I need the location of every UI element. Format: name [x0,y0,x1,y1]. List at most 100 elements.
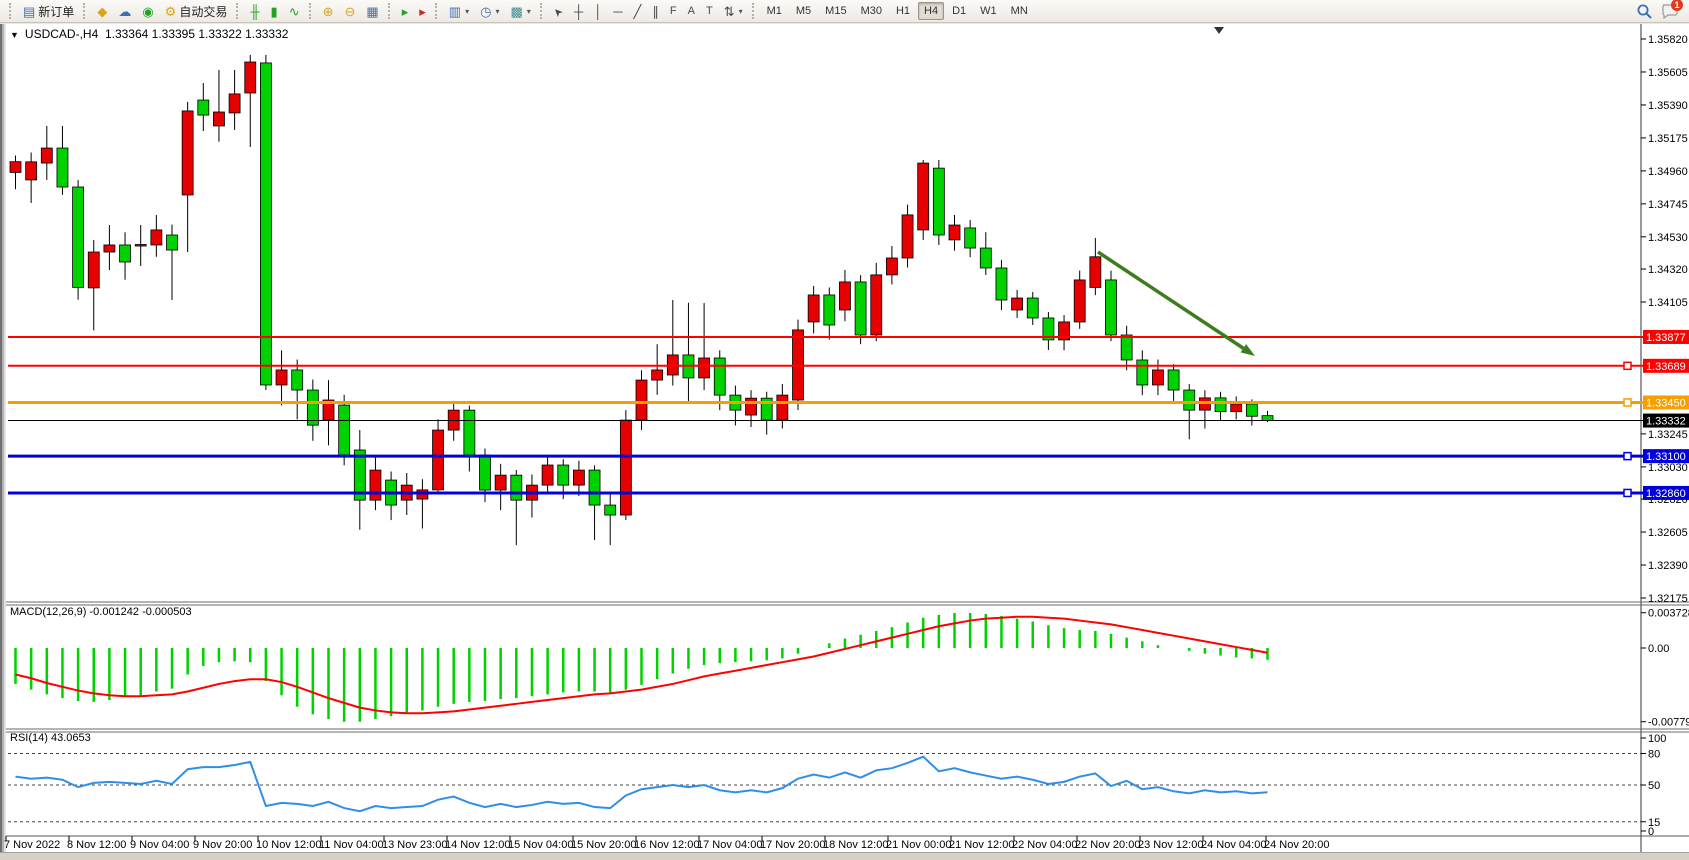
auto-scroll-button[interactable]: ▸ [397,2,414,21]
clock-icon: ◷ [480,3,492,19]
time-axis-label: 22 Nov 04:00 [1012,839,1077,851]
time-axis-label: 15 Nov 20:00 [571,839,636,851]
new-chart-dropdown[interactable]: ▥ ▾ [444,2,474,21]
fibonacci-button[interactable]: F [665,2,682,21]
line-chart-button[interactable]: ∿ [284,2,305,21]
candle-body [259,62,272,386]
search-icon[interactable] [1636,3,1653,20]
candle-body [588,469,601,506]
toolbar-group-handle[interactable] [539,3,545,19]
toolbar: ▤ 新订单 ◆ ☁ ◉ ⚙ 自动交易 ╫ ▮ ∿ ⊕ ⊖ ▦ ▸ ▸ ▥ ▾ [0,0,1689,23]
gold-ingot-icon: ◆ [97,3,108,19]
new-order-button[interactable]: ▤ 新订单 [18,2,79,21]
timeframe-h4[interactable]: H4 [918,2,945,20]
timeframe-m1[interactable]: M1 [766,5,782,17]
candle-body [886,257,898,276]
trendline-icon: ╱ [633,3,642,19]
candle-body [1214,397,1227,413]
line-drag-handle[interactable] [1623,488,1632,498]
period-dropdown[interactable]: ◷ ▾ [475,2,504,21]
candle-body [166,234,178,251]
timeframe-d1[interactable]: D1 [952,5,967,17]
timeframe-h1[interactable]: H1 [895,5,911,17]
timeframe-m5[interactable]: M5 [795,5,812,17]
candle-body [932,167,945,236]
candle-body [1058,321,1070,341]
candle-body [1261,415,1274,421]
horizontal-line-button[interactable]: ─ [608,2,627,21]
toolbar-group-handle[interactable] [387,3,393,19]
candle-body [228,93,241,114]
line-chart-icon: ∿ [288,3,300,19]
tile-windows-button[interactable]: ▦ [361,2,383,21]
text-label-button[interactable]: T [701,2,718,21]
timeframe-m30[interactable]: M30 [860,5,882,17]
candle-body [573,469,585,486]
crosshair-button[interactable]: ┼ [569,2,588,21]
time-axis-label: 23 Nov 12:00 [1138,839,1203,851]
symbol-dropdown-icon[interactable]: ▼ [10,30,19,40]
candle-body [1230,403,1243,413]
chart-window[interactable] [6,24,1689,852]
chart-title: ▼ USDCAD-,H4 1.33364 1.33395 1.33322 1.33… [10,27,288,41]
channel-button[interactable]: ∥ [647,2,664,21]
community-button[interactable]: ☁ [113,2,136,21]
price-tick-label: 1.35820 [1648,34,1688,46]
price-tick-label: 1.34960 [1648,166,1688,178]
time-axis-label: 15 Nov 04:00 [508,839,573,851]
candle-body [1136,359,1149,386]
zoom-out-button[interactable]: ⊖ [340,2,361,21]
chart-shift-button[interactable]: ▸ [414,2,431,21]
price-line-label: 1.33689 [1646,361,1686,373]
text-button[interactable]: A [683,2,700,21]
time-axis-label: 9 Nov 20:00 [193,839,252,851]
vertical-line-button[interactable]: │ [589,2,607,21]
candle-body [964,227,977,249]
trend-arrow-annotation[interactable] [1097,250,1245,350]
toolbar-group-handle[interactable] [83,3,88,19]
toolbar-right: 1 [1636,0,1683,20]
signals-button[interactable]: ◉ [137,2,158,21]
price-line-label-box [1643,449,1689,464]
timeframe-m15[interactable]: M15 [825,5,847,17]
timeframe-w1[interactable]: W1 [980,5,997,17]
fibonacci-icon: F [669,4,677,17]
arrows-dropdown[interactable]: ⇅ ▾ [719,2,748,21]
zoom-in-icon: ⊕ [322,3,334,19]
line-drag-handle[interactable] [1623,361,1632,371]
candle-body [291,369,304,391]
line-drag-handle[interactable] [1623,451,1632,461]
bar-chart-button[interactable]: ╫ [245,2,264,21]
candlestick-button[interactable]: ▮ [266,2,283,21]
gold-button[interactable]: ◆ [92,2,112,21]
zoom-in-button[interactable]: ⊕ [318,2,339,21]
candle-body [275,369,288,386]
ohlc-values: 1.33364 1.33395 1.33322 1.33332 [104,27,289,41]
line-drag-handle[interactable] [1623,398,1632,407]
window-left-frame [0,24,6,852]
tile-windows-icon: ▦ [366,3,379,19]
vertical-line-icon: │ [594,3,603,19]
timeframe-group: M1 M5 M15 M30 H1 H4 D1 W1 MN [761,2,1034,20]
toolbar-group-handle[interactable] [308,3,314,19]
chart-shift-marker[interactable] [1214,27,1224,34]
new-order-icon: ▤ [23,3,36,19]
candle-body [1120,334,1133,361]
timeframe-mn[interactable]: MN [1010,5,1028,17]
candle-body [917,162,930,231]
candle-body [839,281,851,311]
chat-button[interactable]: 1 [1661,0,1683,20]
toolbar-group-handle[interactable] [434,3,440,19]
template-dropdown[interactable]: ▩ ▾ [505,2,535,21]
price-tick-label: 1.34530 [1648,232,1688,244]
price-tick-label: 1.33245 [1648,429,1688,441]
template-icon: ▩ [510,3,523,19]
toolbar-group-handle[interactable] [236,3,241,19]
toolbar-group-handle[interactable] [751,3,757,19]
autotrading-button[interactable]: ⚙ 自动交易 [160,2,233,21]
trendline-button[interactable]: ╱ [629,2,647,21]
macd-tick-label: 0.00 [1648,643,1669,655]
price-tick-label: 1.34320 [1648,264,1688,276]
toolbar-group-handle[interactable] [9,3,14,19]
